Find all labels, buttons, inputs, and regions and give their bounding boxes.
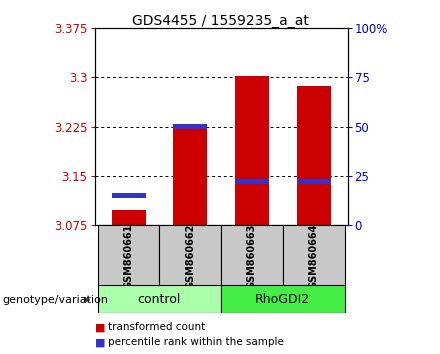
Text: control: control bbox=[138, 293, 181, 306]
Bar bbox=[98, 285, 221, 313]
Text: GSM860662: GSM860662 bbox=[185, 223, 195, 289]
Text: GSM860663: GSM860663 bbox=[247, 223, 257, 289]
Bar bbox=[235, 76, 269, 225]
Bar bbox=[283, 225, 345, 285]
Bar bbox=[235, 179, 269, 184]
Bar bbox=[173, 127, 207, 225]
Text: genotype/variation: genotype/variation bbox=[2, 295, 108, 305]
Bar bbox=[98, 225, 159, 285]
Text: GDS4455 / 1559235_a_at: GDS4455 / 1559235_a_at bbox=[132, 14, 308, 28]
Text: RhoGDI2: RhoGDI2 bbox=[255, 293, 310, 306]
Text: ■: ■ bbox=[95, 322, 105, 332]
Text: GSM860661: GSM860661 bbox=[124, 223, 133, 289]
Bar bbox=[297, 86, 330, 225]
Text: ■: ■ bbox=[95, 337, 105, 347]
Bar bbox=[221, 285, 345, 313]
Bar bbox=[297, 179, 330, 184]
Bar bbox=[112, 193, 146, 198]
Text: percentile rank within the sample: percentile rank within the sample bbox=[108, 337, 284, 347]
Bar bbox=[221, 225, 283, 285]
Text: transformed count: transformed count bbox=[108, 322, 205, 332]
Text: GSM860664: GSM860664 bbox=[309, 223, 319, 289]
Bar bbox=[173, 124, 207, 129]
Bar bbox=[112, 210, 146, 225]
Bar bbox=[159, 225, 221, 285]
